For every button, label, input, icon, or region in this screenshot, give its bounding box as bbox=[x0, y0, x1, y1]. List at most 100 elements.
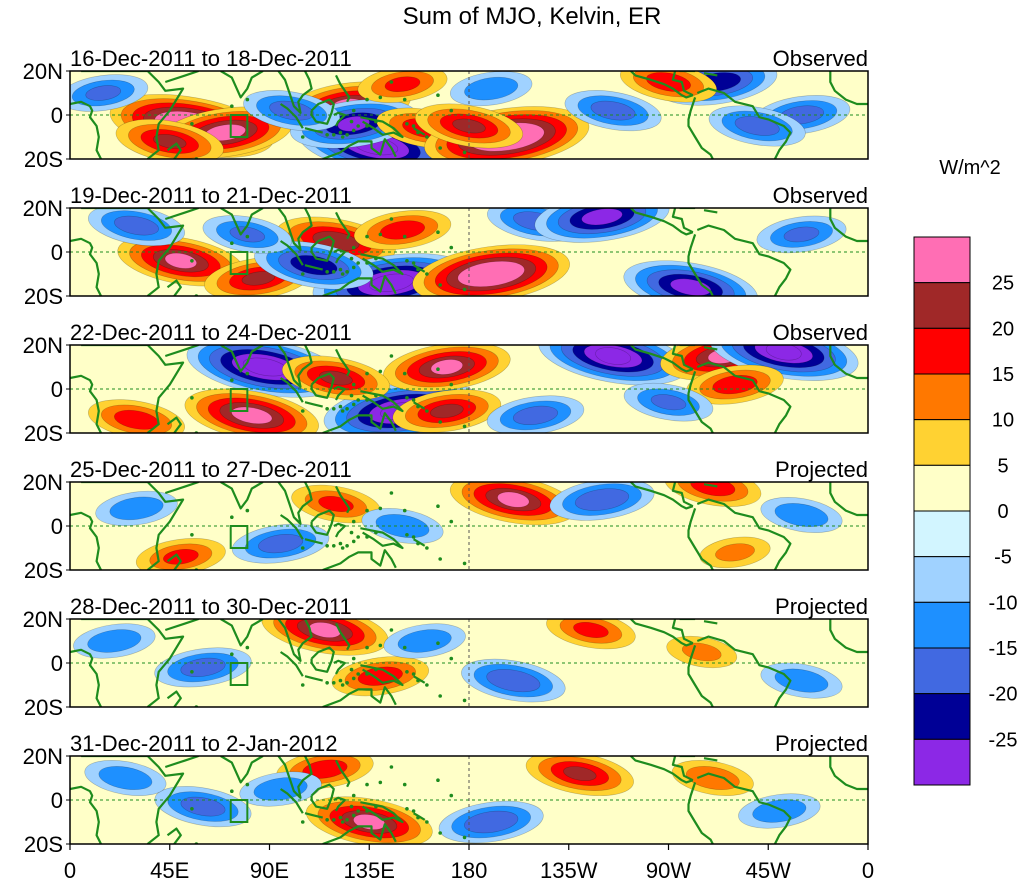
contour-level bbox=[783, 226, 820, 243]
coastline bbox=[687, 97, 714, 159]
island bbox=[331, 407, 336, 411]
coastline bbox=[696, 361, 792, 433]
coastline bbox=[322, 823, 397, 844]
island bbox=[356, 809, 360, 813]
field-1 bbox=[70, 71, 868, 159]
coastline bbox=[220, 619, 264, 647]
coastline bbox=[220, 345, 264, 373]
coastline bbox=[70, 511, 102, 570]
contour-level bbox=[384, 76, 421, 93]
coastline bbox=[671, 208, 694, 234]
island bbox=[378, 369, 383, 374]
coastline bbox=[333, 522, 346, 538]
coastline bbox=[671, 482, 694, 508]
panel-period-label: 19-Dec-2011 to 21-Dec-2011 bbox=[70, 183, 352, 208]
coastline bbox=[829, 482, 868, 517]
coastline bbox=[304, 401, 323, 408]
island bbox=[389, 217, 394, 221]
island bbox=[449, 793, 454, 798]
island bbox=[416, 130, 420, 135]
contour-level bbox=[581, 208, 623, 226]
coastline bbox=[829, 619, 868, 654]
coastline bbox=[687, 782, 714, 844]
island bbox=[365, 398, 369, 402]
island bbox=[365, 782, 369, 787]
coastline bbox=[333, 385, 346, 401]
anomaly-feature bbox=[184, 388, 319, 433]
island bbox=[190, 533, 194, 537]
coastline bbox=[279, 240, 304, 266]
coastline bbox=[164, 619, 199, 632]
coastline bbox=[335, 485, 351, 514]
island bbox=[349, 667, 354, 672]
island bbox=[345, 407, 349, 411]
island bbox=[416, 267, 420, 272]
island bbox=[436, 504, 440, 509]
island bbox=[351, 539, 356, 544]
colorbar-label: 15 bbox=[992, 364, 1014, 386]
island bbox=[300, 683, 305, 687]
island bbox=[340, 546, 345, 550]
coastline bbox=[70, 785, 102, 844]
colorbar-swatch bbox=[913, 419, 971, 466]
coastline bbox=[70, 648, 102, 707]
coastline bbox=[696, 635, 792, 707]
island bbox=[340, 272, 345, 276]
anomaly-feature bbox=[135, 538, 226, 570]
island bbox=[245, 97, 250, 102]
coastline bbox=[277, 756, 313, 799]
anomaly-feature bbox=[383, 345, 511, 392]
island bbox=[351, 519, 356, 524]
contour-level bbox=[512, 405, 559, 425]
island bbox=[374, 256, 378, 261]
colorbar-units: W/m^2 bbox=[939, 157, 1001, 179]
island bbox=[436, 93, 440, 97]
y-tick-label: 0 bbox=[51, 240, 63, 265]
island bbox=[365, 672, 369, 676]
island bbox=[245, 371, 250, 376]
contour-level bbox=[109, 496, 164, 521]
panel-period-label: 28-Dec-2011 to 30-Dec-2011 bbox=[70, 594, 352, 619]
island bbox=[378, 506, 383, 511]
y-tick-label: 20S bbox=[24, 695, 63, 720]
anomaly-feature bbox=[686, 364, 784, 405]
contour-level bbox=[180, 796, 226, 817]
island bbox=[402, 234, 407, 239]
coastline bbox=[310, 98, 335, 125]
colorbar-swatch bbox=[913, 556, 971, 603]
y-tick-label: 20N bbox=[23, 607, 63, 632]
island bbox=[351, 656, 356, 661]
coastline bbox=[696, 498, 792, 570]
x-tick-label: 135E bbox=[344, 858, 395, 883]
coastlines bbox=[70, 756, 868, 844]
coastline bbox=[687, 234, 714, 296]
coastline bbox=[687, 371, 714, 433]
anomaly-feature bbox=[73, 623, 156, 659]
coastline bbox=[630, 756, 694, 784]
coastline bbox=[703, 483, 718, 488]
island bbox=[345, 681, 349, 685]
contour-level bbox=[397, 629, 452, 653]
island bbox=[338, 541, 343, 546]
x-tick-label: 135W bbox=[540, 858, 598, 883]
coastline bbox=[304, 127, 323, 134]
island bbox=[349, 393, 354, 398]
anomaly-feature bbox=[486, 395, 585, 433]
island bbox=[351, 676, 356, 681]
coastline bbox=[335, 622, 351, 651]
island bbox=[365, 535, 369, 539]
island bbox=[405, 670, 409, 674]
island bbox=[356, 535, 360, 539]
island bbox=[349, 256, 354, 261]
anomaly-feature bbox=[281, 355, 391, 401]
island bbox=[449, 108, 454, 113]
contour-level bbox=[430, 403, 464, 419]
x-tick-label: 0 bbox=[862, 858, 874, 883]
island bbox=[338, 404, 343, 409]
coastline bbox=[310, 372, 335, 399]
island bbox=[325, 681, 329, 685]
panel-6: 31-Dec-2011 to 2-Jan-2012 Projected 20N 0 20… bbox=[23, 731, 869, 857]
island bbox=[345, 270, 349, 274]
x-axis: 0 45E 90E 135E 180 135W 90W 45W 0 bbox=[64, 844, 874, 883]
y-tick-label: 0 bbox=[51, 788, 63, 813]
